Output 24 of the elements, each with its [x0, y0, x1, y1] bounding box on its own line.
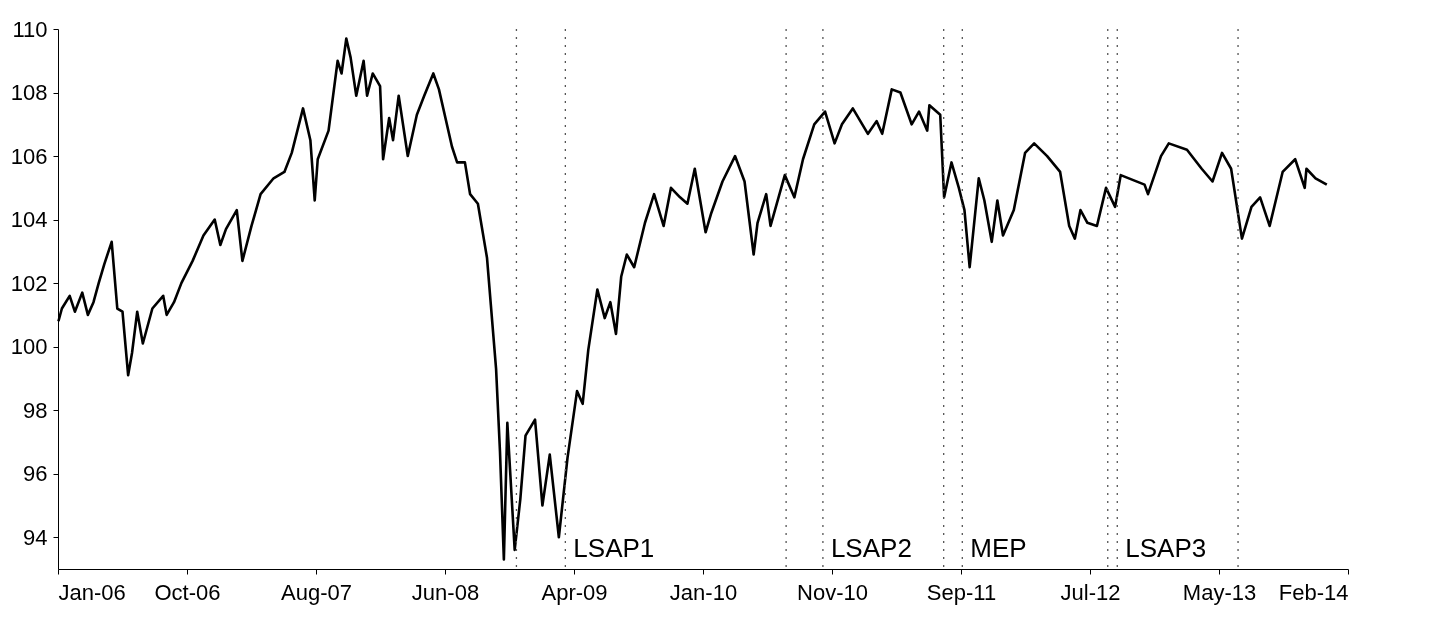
- x-tick-label: Oct-06: [154, 579, 221, 605]
- y-tick-label: 96: [23, 461, 48, 487]
- ref-line-label: LSAP2: [830, 533, 912, 563]
- y-tick-label: 104: [10, 207, 48, 233]
- y-tick-label: 100: [10, 334, 48, 360]
- x-tick-label: May-13: [1182, 579, 1257, 605]
- y-tick-label: 98: [23, 397, 48, 423]
- x-tick-label: Jul-12: [1060, 579, 1121, 605]
- x-tick-label: Jan-10: [669, 579, 738, 605]
- ref-line-label: LSAP1: [573, 533, 655, 563]
- y-tick-label: 106: [10, 143, 48, 169]
- x-tick-label: Jan-06: [58, 579, 126, 605]
- x-tick-label: Jun-08: [411, 579, 480, 605]
- y-tick-label: 102: [10, 270, 48, 296]
- x-tick-label: Apr-09: [541, 579, 608, 605]
- x-tick-label: Nov-10: [797, 579, 868, 605]
- y-tick-label: 108: [10, 80, 48, 106]
- ref-line-label: MEP: [970, 533, 1027, 563]
- ref-line-label: LSAP3: [1125, 533, 1207, 563]
- x-tick-label: Feb-14: [1278, 579, 1349, 605]
- x-tick-label: Sep-11: [926, 579, 997, 605]
- y-tick-label: 94: [23, 524, 48, 550]
- y-tick-label: 110: [12, 16, 48, 42]
- x-tick-label: Aug-07: [281, 579, 352, 605]
